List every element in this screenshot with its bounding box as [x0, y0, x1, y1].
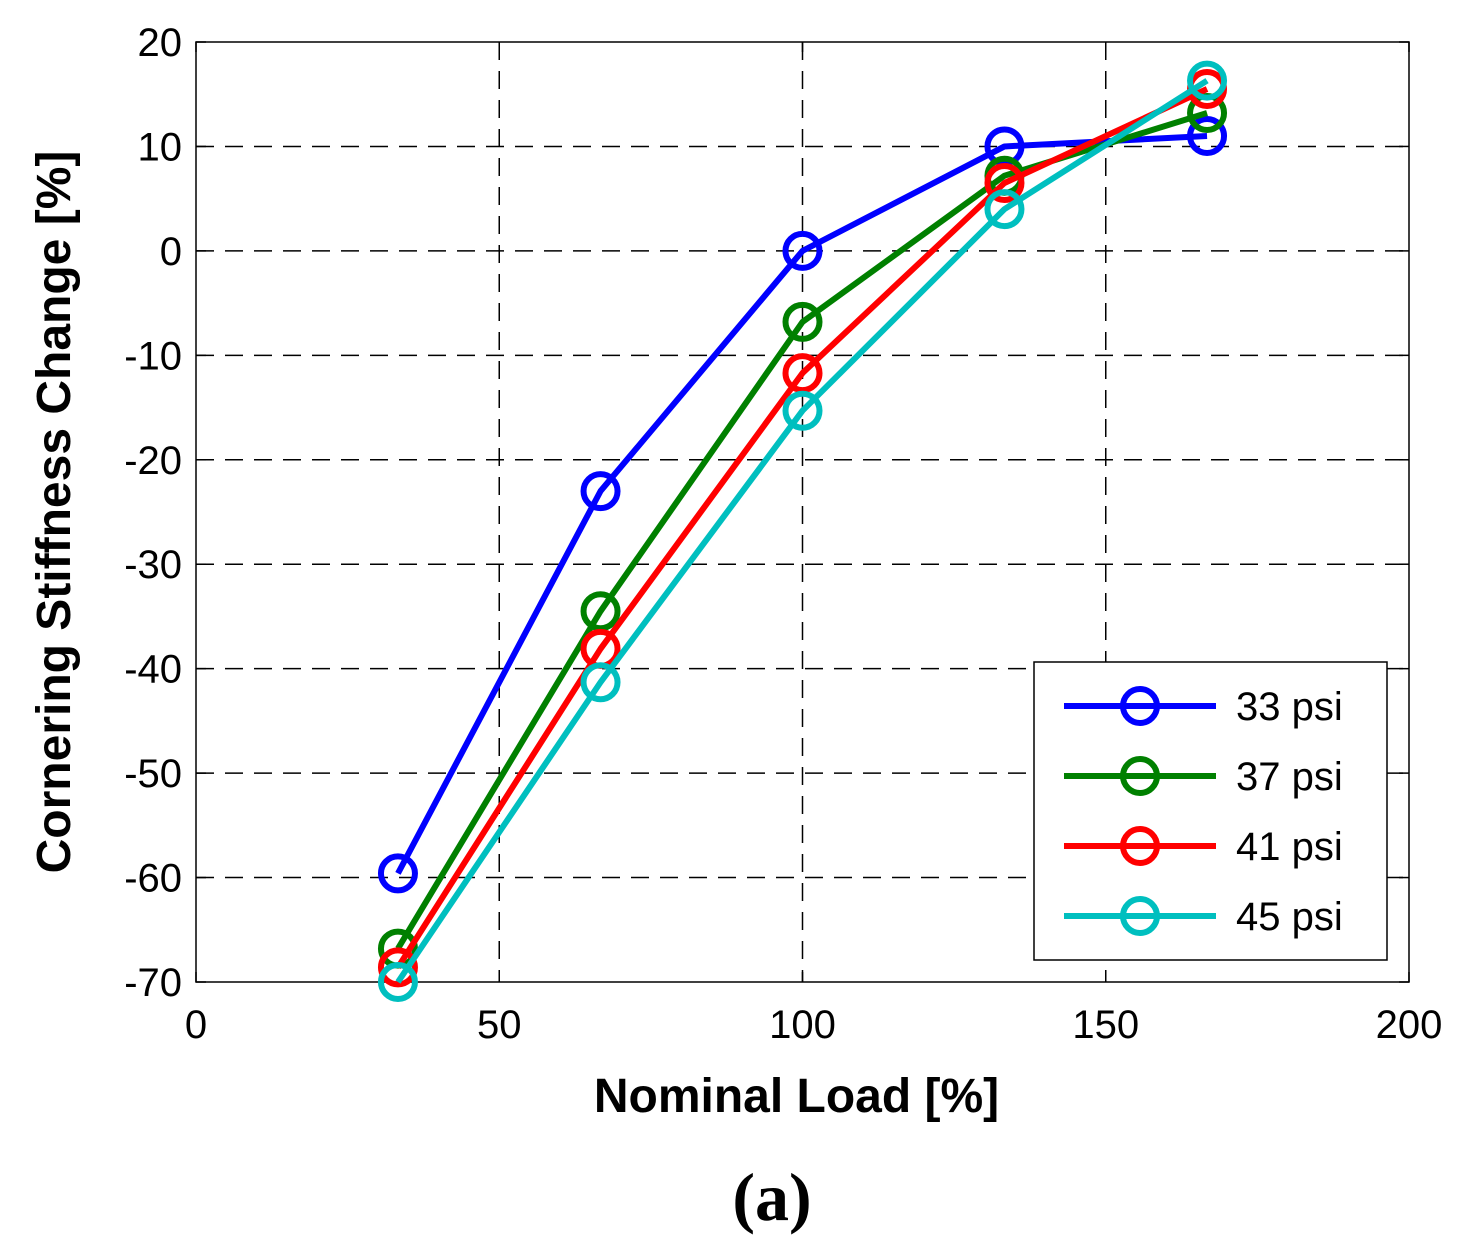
series-layer [377, 60, 1228, 1002]
data-point [377, 947, 418, 988]
legend-label: 37 psi [1236, 755, 1343, 799]
data-point [377, 853, 418, 894]
legend-item: 45 psi [1064, 895, 1343, 939]
y-tick-label: 0 [160, 230, 182, 274]
data-point [782, 353, 823, 394]
data-point [984, 189, 1025, 230]
x-tick-label: 150 [1072, 1003, 1139, 1047]
legend-item: 37 psi [1064, 755, 1343, 799]
y-tick-label: -50 [124, 752, 182, 796]
y-tick-label: -70 [124, 961, 182, 1005]
y-tick-label: -40 [124, 648, 182, 692]
data-point [377, 962, 418, 1002]
data-point [782, 230, 823, 271]
panel-label: (a) [732, 1159, 811, 1235]
series-45-psi [377, 60, 1228, 1002]
x-axis-title: Nominal Load [%] [594, 1070, 999, 1123]
legend-marker [1120, 756, 1160, 796]
y-tick-label: -20 [124, 439, 182, 483]
legend-item: 33 psi [1064, 685, 1343, 729]
legend-marker [1120, 896, 1160, 936]
data-point [984, 163, 1025, 203]
y-tick-label: 10 [138, 125, 183, 169]
x-tick-label: 100 [769, 1003, 836, 1047]
data-point [580, 471, 621, 512]
y-tick-label: -60 [124, 857, 182, 901]
x-tick-label: 0 [185, 1003, 207, 1047]
data-point [782, 390, 823, 431]
y-tick-label: -30 [124, 543, 182, 587]
data-point [782, 301, 823, 342]
data-point [1187, 60, 1228, 101]
series-33-psi [377, 116, 1228, 894]
data-point [1187, 116, 1228, 156]
legend-label: 45 psi [1236, 895, 1343, 939]
series-line [395, 133, 1208, 875]
legend-label: 41 psi [1236, 825, 1343, 869]
series-line [395, 86, 1209, 969]
legend-box [1033, 661, 1388, 961]
y-tick-label: -10 [124, 334, 182, 378]
x-tick-label: 50 [477, 1003, 522, 1047]
legend-label: 33 psi [1236, 685, 1343, 729]
data-point [580, 591, 621, 632]
y-axis-title: Cornering Stiffness Change [%] [28, 151, 81, 874]
legend-marker [1120, 686, 1160, 726]
y-tick-label: 20 [138, 21, 183, 65]
data-point [580, 662, 621, 703]
x-tick-label: 200 [1376, 1003, 1443, 1047]
legend: 33 psi 37 psi 41 psi 45 psi [1033, 661, 1388, 961]
series-line [395, 78, 1209, 984]
series-41-psi [377, 69, 1228, 988]
legend-item: 41 psi [1064, 825, 1343, 869]
legend-marker [1120, 826, 1160, 866]
